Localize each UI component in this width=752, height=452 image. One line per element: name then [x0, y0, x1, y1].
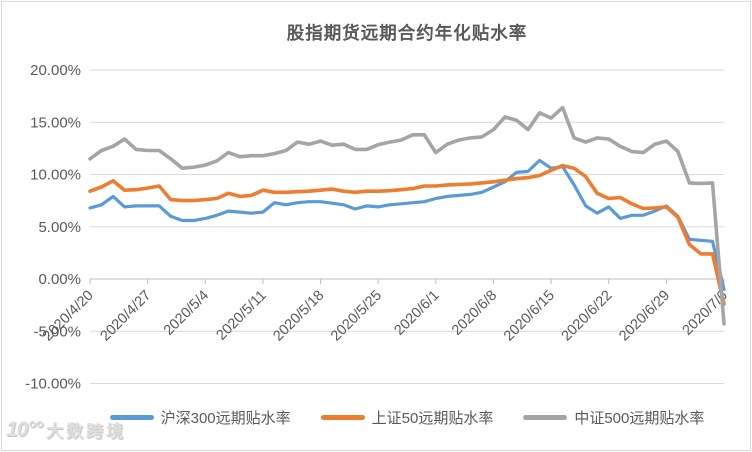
legend-label: 中证500远期贴水率 — [574, 409, 705, 427]
y-axis-labels: 20.00% 15.00% 10.00% 5.00% 0.00% -5.00% -10.00… — [25, 62, 81, 393]
watermark: 10°° 大数跨境 — [6, 417, 126, 442]
x-tick-label: 2020/6/29 — [616, 288, 673, 345]
x-tick-label: 2020/4/27 — [98, 288, 155, 345]
legend: 沪深300远期贴水率 上证50远期贴水率 中证500远期贴水率 — [80, 403, 734, 431]
watermark-text: 大数跨境 — [46, 422, 127, 441]
series-line-1 — [88, 158, 726, 291]
x-tick-label: 2020/5/18 — [270, 288, 327, 345]
legend-item-2: 上证50远期贴水率 — [320, 407, 494, 428]
series-line-3 — [88, 105, 726, 326]
y-tick-label: 10.00% — [30, 167, 81, 184]
y-tick-label: 5.00% — [38, 219, 81, 236]
x-tick-label: 2020/6/22 — [559, 288, 616, 345]
legend-label: 沪深300远期贴水率 — [160, 409, 291, 427]
x-tick-label: 2020/5/25 — [328, 288, 385, 345]
y-tick-label: 15.00% — [30, 114, 81, 131]
chart-title: 股指期货远期合约年化贴水率 — [286, 23, 528, 43]
gridlines — [90, 69, 724, 384]
x-axis — [89, 279, 725, 284]
x-tick-label: 2020/5/11 — [214, 288, 270, 344]
legend-line-swatch — [523, 414, 568, 420]
y-tick-label: -10.00% — [25, 376, 81, 393]
series-lines — [88, 105, 726, 326]
y-tick-label: 20.00% — [30, 62, 81, 79]
x-tick-label: 2020/6/15 — [501, 288, 558, 345]
legend-item-3: 中证500远期贴水率 — [523, 407, 704, 428]
series-line-2 — [88, 163, 726, 306]
watermark-logo-icon: 10°° — [6, 417, 43, 441]
legend-line-swatch — [320, 414, 365, 420]
x-axis-labels: 2020/4/20 2020/4/27 2020/5/4 2020/5/11 2020/… — [40, 288, 731, 345]
legend-line-swatch — [109, 414, 154, 420]
y-tick-label: 0.00% — [38, 271, 81, 288]
legend-item-1: 沪深300远期贴水率 — [109, 407, 291, 428]
legend-label: 上证50远期贴水率 — [371, 409, 494, 427]
y-tick-label: -5.00% — [33, 323, 81, 340]
